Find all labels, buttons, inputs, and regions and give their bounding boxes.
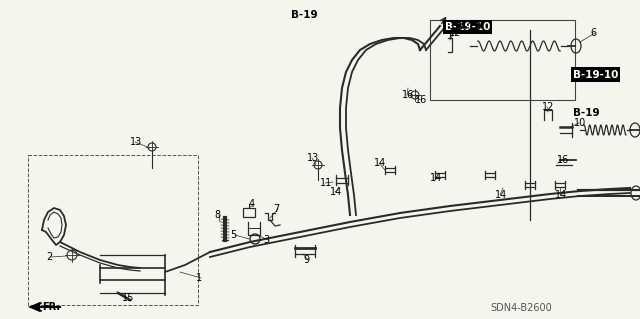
Text: 2: 2 bbox=[46, 252, 52, 262]
Text: 13: 13 bbox=[307, 153, 319, 163]
Text: 14: 14 bbox=[374, 158, 387, 168]
Text: 7: 7 bbox=[273, 204, 279, 214]
Text: 14: 14 bbox=[555, 190, 567, 200]
Text: 13: 13 bbox=[130, 137, 142, 147]
Text: 16: 16 bbox=[415, 95, 428, 105]
Bar bbox=[28, 155, 198, 305]
Bar bbox=[243, 208, 255, 217]
Text: 9: 9 bbox=[303, 255, 309, 265]
Text: B-19-10: B-19-10 bbox=[573, 70, 618, 79]
Text: 15: 15 bbox=[122, 293, 134, 303]
Text: B-19: B-19 bbox=[455, 22, 482, 32]
Text: 16: 16 bbox=[557, 155, 569, 165]
Polygon shape bbox=[28, 302, 40, 312]
Text: 16: 16 bbox=[402, 90, 414, 100]
Text: 11: 11 bbox=[320, 178, 332, 188]
Text: B-19: B-19 bbox=[573, 108, 600, 118]
Text: 14: 14 bbox=[430, 173, 442, 183]
Text: 14: 14 bbox=[495, 190, 508, 200]
Text: 12: 12 bbox=[449, 28, 461, 38]
Text: 14: 14 bbox=[330, 187, 342, 197]
Text: 3: 3 bbox=[263, 235, 269, 245]
Text: SDN4-B2600: SDN4-B2600 bbox=[490, 303, 552, 313]
Text: 5: 5 bbox=[230, 230, 236, 240]
Text: 1: 1 bbox=[196, 273, 202, 283]
Text: FR.: FR. bbox=[42, 302, 60, 312]
Text: 6: 6 bbox=[590, 28, 596, 38]
Text: 12: 12 bbox=[542, 102, 554, 112]
Text: 10: 10 bbox=[574, 118, 586, 128]
Text: 8: 8 bbox=[214, 210, 220, 220]
Text: 4: 4 bbox=[249, 199, 255, 209]
Text: B-19-10: B-19-10 bbox=[445, 22, 490, 32]
Bar bbox=[430, 20, 575, 100]
Text: B-19: B-19 bbox=[291, 10, 318, 19]
